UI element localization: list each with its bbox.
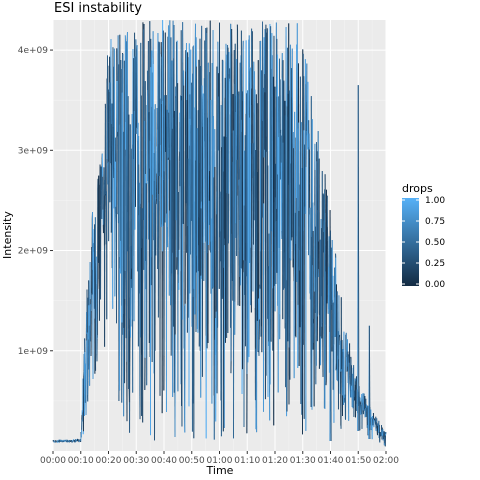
series-spike	[357, 85, 360, 431]
x-axis: 00:00 00:10 00:20 00:30 00:40 00:50 01:00 01:10…	[40, 451, 399, 466]
x-tick-label: 00:40	[151, 456, 177, 466]
legend: drops 1.00 0.75 0.50 0.25 0.00	[402, 182, 445, 290]
legend-colorbar	[402, 198, 419, 286]
x-axis-title: Time	[206, 464, 234, 477]
x-tick-label: 01:00	[207, 456, 233, 466]
legend-tick-label: 0.50	[425, 238, 445, 248]
x-tick-label: 01:40	[318, 456, 344, 466]
y-tick-label: 3e+09	[18, 146, 49, 156]
y-axis-title: Intensity	[1, 211, 14, 259]
legend-tick-label: 1.00	[425, 196, 445, 206]
legend-tick-label: 0.75	[425, 217, 445, 227]
chart-title: ESI instability	[54, 1, 142, 16]
x-tick-label: 01:30	[290, 456, 316, 466]
x-tick-label: 00:50	[179, 456, 205, 466]
x-tick-label: 00:20	[96, 456, 122, 466]
series-spike	[368, 325, 371, 439]
y-tick-label: 1e+09	[18, 347, 49, 357]
x-tick-label: 01:10	[234, 456, 260, 466]
y-axis: 1e+09 2e+09 3e+09 4e+09	[18, 46, 53, 357]
x-tick-label: 00:00	[40, 456, 66, 466]
series-spike	[330, 230, 332, 441]
legend-title: drops	[402, 182, 433, 195]
legend-ticks: 1.00 0.75 0.50 0.25 0.00	[402, 196, 445, 290]
x-tick-label: 01:50	[345, 456, 371, 466]
y-tick-label: 2e+09	[18, 247, 49, 257]
x-tick-label: 01:20	[262, 456, 288, 466]
x-tick-label: 02:00	[373, 456, 399, 466]
legend-tick-label: 0.25	[425, 259, 445, 269]
intensity-series	[52, 20, 387, 447]
x-tick-label: 00:30	[123, 456, 149, 466]
legend-tick-label: 0.00	[425, 280, 445, 290]
x-tick-label: 00:10	[68, 456, 94, 466]
y-tick-label: 4e+09	[18, 46, 49, 56]
